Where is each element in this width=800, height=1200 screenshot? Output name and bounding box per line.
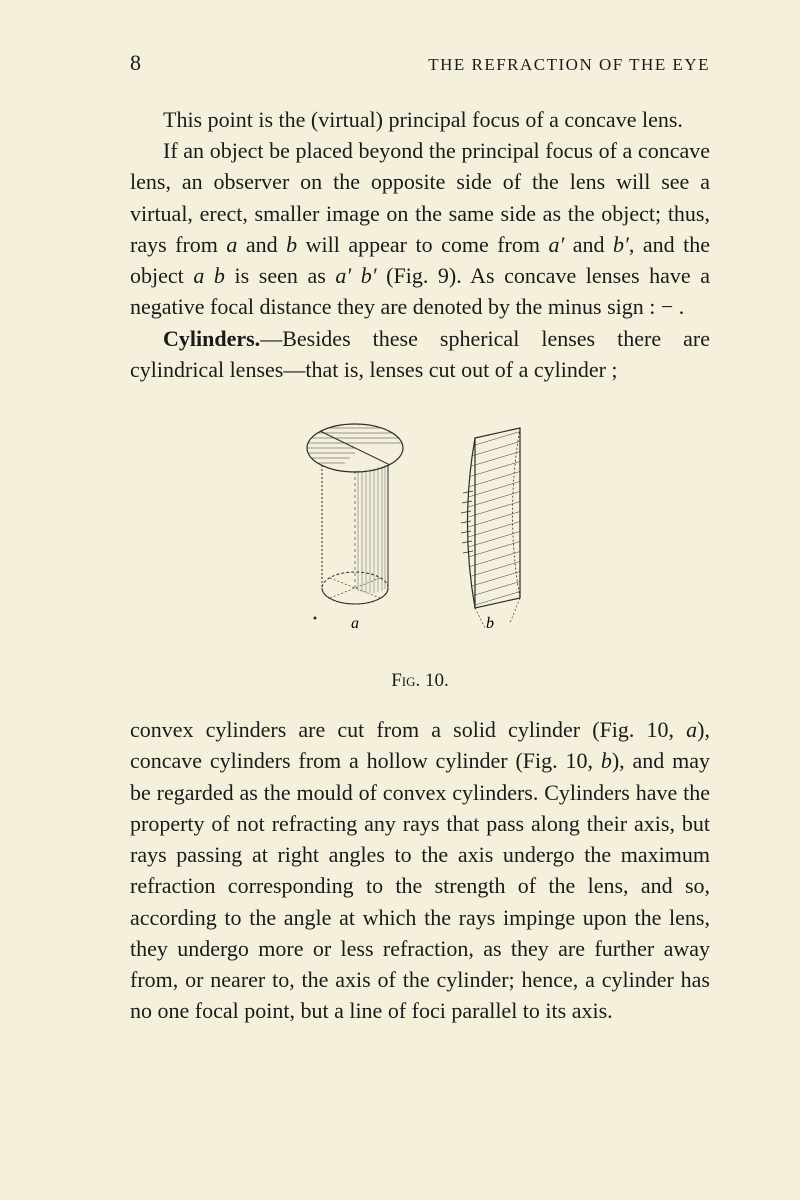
paragraph-2: If an object be placed beyond the princi… <box>130 135 710 322</box>
figure-label-b: b <box>486 615 494 632</box>
cylinder-a-icon <box>307 424 403 604</box>
figure-caption: Fig. 10. <box>130 670 710 692</box>
paragraph-1: This point is the (virtual) principal fo… <box>130 104 710 135</box>
paragraph-3: Cylinders.—Besides these spherical lense… <box>130 323 710 385</box>
running-title: THE REFRACTION OF THE EYE <box>428 55 710 75</box>
body-text: This point is the (virtual) principal fo… <box>130 104 710 385</box>
figure-label-a: a <box>351 615 359 632</box>
page-header: 8 THE REFRACTION OF THE EYE <box>130 50 710 76</box>
body-text-lower: convex cylinders are cut from a solid cy… <box>130 714 710 1026</box>
cylinders-heading: Cylinders. <box>163 326 260 351</box>
page-number: 8 <box>130 50 141 76</box>
paragraph-4: convex cylinders are cut from a solid cy… <box>130 714 710 1026</box>
cylinder-b-icon <box>461 428 525 628</box>
figure-10-svg: a <box>280 413 560 653</box>
figure-10: a <box>130 413 710 692</box>
